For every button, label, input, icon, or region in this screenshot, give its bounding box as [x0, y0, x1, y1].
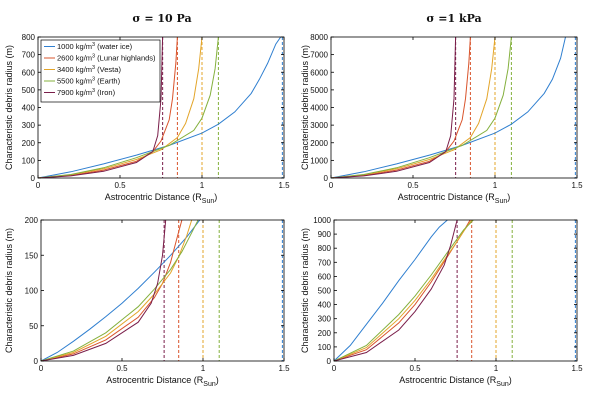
series-line — [38, 37, 282, 178]
series-line — [334, 220, 458, 361]
series-line — [331, 37, 457, 178]
x-tick-label: 1.5 — [571, 364, 583, 373]
y-tick-label: 600 — [22, 68, 36, 77]
series-line — [38, 37, 164, 178]
y-tick-label: 0 — [327, 357, 332, 366]
y-tick-label: 400 — [318, 301, 332, 310]
y-tick-label: 700 — [318, 258, 332, 267]
y-tick-label: 200 — [318, 329, 332, 338]
y-tick-label: 2000 — [310, 139, 328, 148]
series-line — [331, 37, 471, 178]
series-line — [334, 220, 473, 361]
x-tick-label: 0.5 — [116, 364, 128, 373]
y-tick-label: 100 — [22, 156, 36, 165]
y-axis-label: Characteristic debris radius (m) — [4, 228, 14, 353]
x-tick-label: 0.5 — [407, 181, 419, 190]
panel-bottom-left: 0 0.5 1 1.5 0 50 100 150 200 Astrocentric Distanc… — [4, 216, 290, 388]
panel-top-left: σ = 10 Pa 0 0.5 1 1.5 0 100 200 300 400 500 600 700… — [4, 12, 290, 205]
y-tick-label: 1000 — [313, 216, 331, 225]
y-axis-label: Characteristic debris radius (m) — [4, 45, 14, 170]
y-tick-label: 500 — [22, 86, 36, 95]
y-axis-label: Characteristic debris radius (m) — [300, 45, 310, 170]
y-tick-label: 0 — [324, 174, 329, 183]
x-tick-label: 1 — [200, 181, 205, 190]
panel-title: σ =1 kPa — [426, 12, 481, 25]
y-tick-label: 7000 — [310, 51, 328, 60]
y-tick-label: 100 — [25, 287, 39, 296]
legend: 1000 kg/m3 (water ice) 2600 kg/m3 (Lunar … — [40, 39, 161, 103]
y-tick-label: 200 — [25, 216, 39, 225]
panel-title: σ = 10 Pa — [132, 12, 191, 25]
x-tick-label: 1 — [493, 181, 498, 190]
x-tick-label: 0 — [329, 181, 334, 190]
series-line — [38, 37, 203, 178]
legend-box — [40, 39, 161, 103]
series-line — [41, 220, 201, 361]
x-tick-label: 0 — [332, 364, 337, 373]
y-tick-label: 1000 — [310, 156, 328, 165]
y-tick-label: 300 — [22, 121, 36, 130]
series-line — [38, 37, 178, 178]
y-tick-label: 0 — [31, 174, 36, 183]
y-tick-label: 0 — [34, 357, 39, 366]
series-line — [331, 37, 512, 178]
y-tick-label: 600 — [318, 272, 332, 281]
x-tick-label: 1.5 — [571, 181, 583, 190]
y-tick-label: 8000 — [310, 33, 328, 42]
series-line — [334, 220, 474, 361]
y-tick-label: 50 — [29, 322, 38, 331]
y-axis-label: Characteristic debris radius (m) — [300, 228, 310, 353]
x-axis-label: Astrocentric Distance (RSun) — [399, 375, 512, 388]
series-line — [38, 37, 219, 178]
x-tick-label: 1.5 — [278, 181, 290, 190]
series-line — [331, 37, 566, 178]
series-line — [41, 220, 199, 361]
x-tick-label: 1 — [201, 364, 206, 373]
y-tick-label: 900 — [318, 230, 332, 239]
series-line — [331, 37, 496, 178]
y-tick-label: 150 — [25, 251, 39, 260]
y-tick-label: 4000 — [310, 104, 328, 113]
series-line — [41, 220, 167, 361]
panel-bottom-right: 0 0.5 1 1.5 0 100 200 300 400 500 600 700 800 900 1000… — [300, 216, 583, 388]
series-line — [41, 220, 183, 361]
y-tick-label: 200 — [22, 139, 36, 148]
panel-top-right: σ =1 kPa 0 0.5 1 1.5 0 1000 2000 3000 4000 5000 60… — [300, 12, 583, 205]
legend-entry: 5500 kg/m3 (Earth) — [57, 77, 121, 86]
y-tick-label: 700 — [22, 51, 36, 60]
legend-entry: 1000 kg/m3 (water ice) — [57, 42, 133, 51]
x-axis-label: Astrocentric Distance (RSun) — [398, 192, 511, 205]
x-axis-label: Astrocentric Distance (RSun) — [106, 375, 219, 388]
y-tick-label: 500 — [318, 287, 332, 296]
legend-entry: 3400 kg/m3 (Vesta) — [57, 65, 121, 74]
legend-entry: 2600 kg/m3 (Lunar highlands) — [57, 54, 156, 63]
y-tick-label: 6000 — [310, 68, 328, 77]
series-line — [334, 220, 448, 361]
x-tick-label: 0 — [39, 364, 44, 373]
legend-entry: 7900 kg/m3 (Iron) — [57, 88, 116, 97]
x-tick-label: 1.5 — [278, 364, 290, 373]
y-tick-label: 400 — [22, 104, 36, 113]
x-tick-label: 0.5 — [114, 181, 126, 190]
y-tick-label: 100 — [318, 343, 332, 352]
x-axis-label: Astrocentric Distance (RSun) — [105, 192, 218, 205]
y-tick-label: 800 — [318, 244, 332, 253]
x-tick-label: 0 — [36, 181, 41, 190]
x-tick-label: 0.5 — [409, 364, 421, 373]
y-tick-label: 800 — [22, 33, 36, 42]
y-tick-label: 3000 — [310, 121, 328, 130]
y-tick-label: 5000 — [310, 86, 328, 95]
x-tick-label: 1 — [494, 364, 499, 373]
y-tick-label: 300 — [318, 315, 332, 324]
